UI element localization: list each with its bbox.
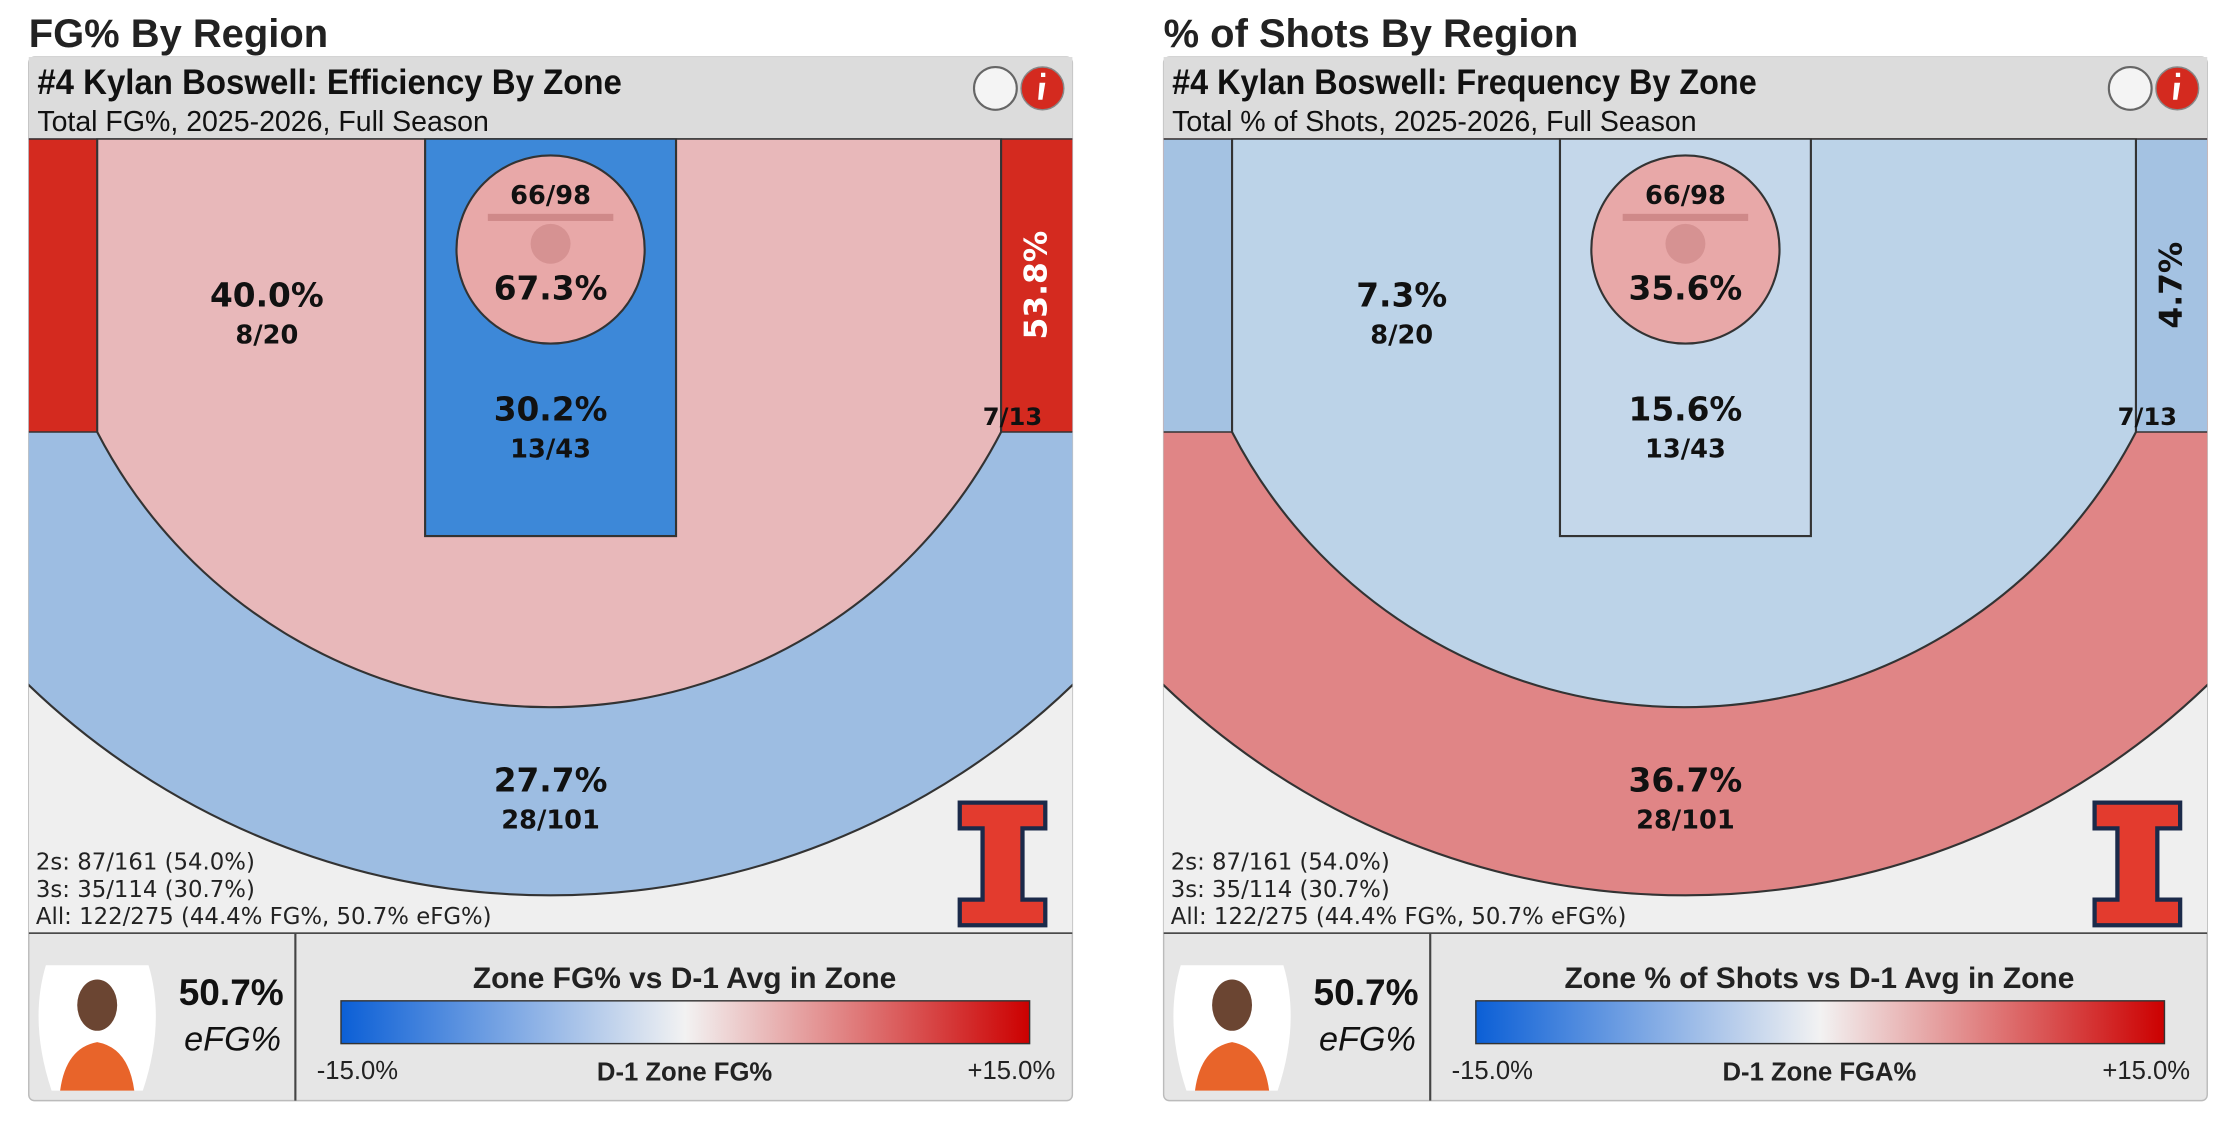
court: 40.0% 8/20 30.2% 13/43 27.7% 28/101 66/98 67.3%… bbox=[28, 138, 1073, 934]
zone-value: 27.7% bbox=[494, 761, 608, 799]
player-jersey bbox=[1194, 1042, 1270, 1091]
stat-line: All: 122/275 (44.4% FG%, 50.7% eFG%) bbox=[36, 904, 492, 930]
stat-line: 3s: 35/114 (30.7%) bbox=[1171, 877, 1390, 903]
zone-detail: 13/43 bbox=[1645, 435, 1726, 465]
legend-gradient bbox=[340, 1000, 1031, 1045]
info-icon bbox=[1038, 72, 1046, 100]
zone-value: 4.7% bbox=[2154, 242, 2190, 329]
zone-detail: 8/20 bbox=[1370, 321, 1433, 351]
hoop bbox=[530, 223, 571, 264]
section-title: FG% By Region bbox=[29, 12, 328, 56]
player-head bbox=[1212, 979, 1253, 1031]
zone-corner-left bbox=[1163, 138, 1233, 432]
panel-subtitle: Total % of Shots, 2025-2026, Full Season bbox=[1172, 106, 1696, 138]
legend-title: Zone FG% vs D-1 Avg in Zone bbox=[473, 962, 896, 995]
efg-value: 50.7% bbox=[1314, 971, 1419, 1013]
zone-value: 53.8% bbox=[1019, 231, 1055, 340]
court-clip bbox=[1163, 138, 2208, 934]
zone-corner-left bbox=[28, 138, 98, 432]
header-bg bbox=[1163, 57, 2208, 139]
player-head bbox=[77, 979, 118, 1031]
court: 7.3% 8/20 15.6% 13/43 36.7% 28/101 66/98 35.6% 4… bbox=[1163, 138, 2208, 934]
zone-value: 35.6% bbox=[1629, 269, 1743, 307]
legend-max: +15.0% bbox=[2102, 1057, 2190, 1085]
panel: #4 Kylan Boswell: Frequency By Zone Total… bbox=[1162, 56, 2208, 1102]
court-clip bbox=[28, 138, 1073, 934]
header-bg bbox=[28, 57, 1073, 139]
zone-value: 36.7% bbox=[1629, 761, 1743, 799]
zone-detail: 66/98 bbox=[1645, 181, 1726, 211]
toggle-button[interactable] bbox=[972, 65, 1018, 111]
player-jersey bbox=[60, 1042, 135, 1091]
legend-title: Zone % of Shots vs D-1 Avg in Zone bbox=[1565, 962, 2075, 995]
efg-label: eFG% bbox=[1319, 1021, 1416, 1059]
zone-value: 40.0% bbox=[210, 277, 324, 315]
zone-detail: 66/98 bbox=[510, 181, 591, 211]
legend-max: +15.0% bbox=[968, 1057, 1056, 1085]
panel-subtitle: Total FG%, 2025-2026, Full Season bbox=[37, 106, 489, 138]
zone-value: 67.3% bbox=[494, 269, 608, 307]
zone-value: 30.2% bbox=[494, 391, 608, 429]
zone-value: 7.3% bbox=[1356, 277, 1447, 315]
hoop bbox=[1665, 223, 1706, 264]
stat-line: All: 122/275 (44.4% FG%, 50.7% eFG%) bbox=[1171, 904, 1627, 930]
efg-value: 50.7% bbox=[179, 971, 284, 1013]
efg-label: eFG% bbox=[184, 1021, 281, 1059]
zone-detail: 28/101 bbox=[1636, 805, 1735, 835]
team-logo bbox=[2092, 800, 2183, 928]
stat-line: 2s: 87/161 (54.0%) bbox=[1171, 850, 1390, 876]
section-title: % of Shots By Region bbox=[1164, 12, 1579, 56]
zone-detail: 8/20 bbox=[235, 321, 298, 351]
info-icon bbox=[2173, 72, 2181, 100]
backboard bbox=[1622, 213, 1749, 221]
zone-detail: 7/13 bbox=[2118, 403, 2177, 431]
legend-center: D-1 Zone FGA% bbox=[1723, 1059, 1917, 1087]
legend-center: D-1 Zone FG% bbox=[597, 1059, 773, 1087]
zone-value: 15.6% bbox=[1629, 391, 1743, 429]
panel: #4 Kylan Boswell: Efficiency By Zone Tota… bbox=[28, 56, 1074, 1102]
stat-line: 2s: 87/161 (54.0%) bbox=[36, 850, 255, 876]
legend-min: -15.0% bbox=[317, 1057, 398, 1085]
backboard bbox=[487, 213, 614, 221]
zone-detail: 28/101 bbox=[501, 805, 600, 835]
zone-rim bbox=[1590, 154, 1781, 345]
team-logo bbox=[957, 800, 1048, 928]
panel-title: #4 Kylan Boswell: Efficiency By Zone bbox=[37, 62, 622, 102]
legend-gradient bbox=[1475, 1000, 2166, 1045]
stat-line: 3s: 35/114 (30.7%) bbox=[36, 877, 255, 903]
zone-detail: 7/13 bbox=[983, 403, 1042, 431]
toggle-button[interactable] bbox=[2107, 65, 2153, 111]
panel-title: #4 Kylan Boswell: Frequency By Zone bbox=[1172, 62, 1757, 102]
zone-detail: 13/43 bbox=[510, 435, 591, 465]
legend-min: -15.0% bbox=[1452, 1057, 1533, 1085]
zone-rim bbox=[455, 154, 646, 345]
